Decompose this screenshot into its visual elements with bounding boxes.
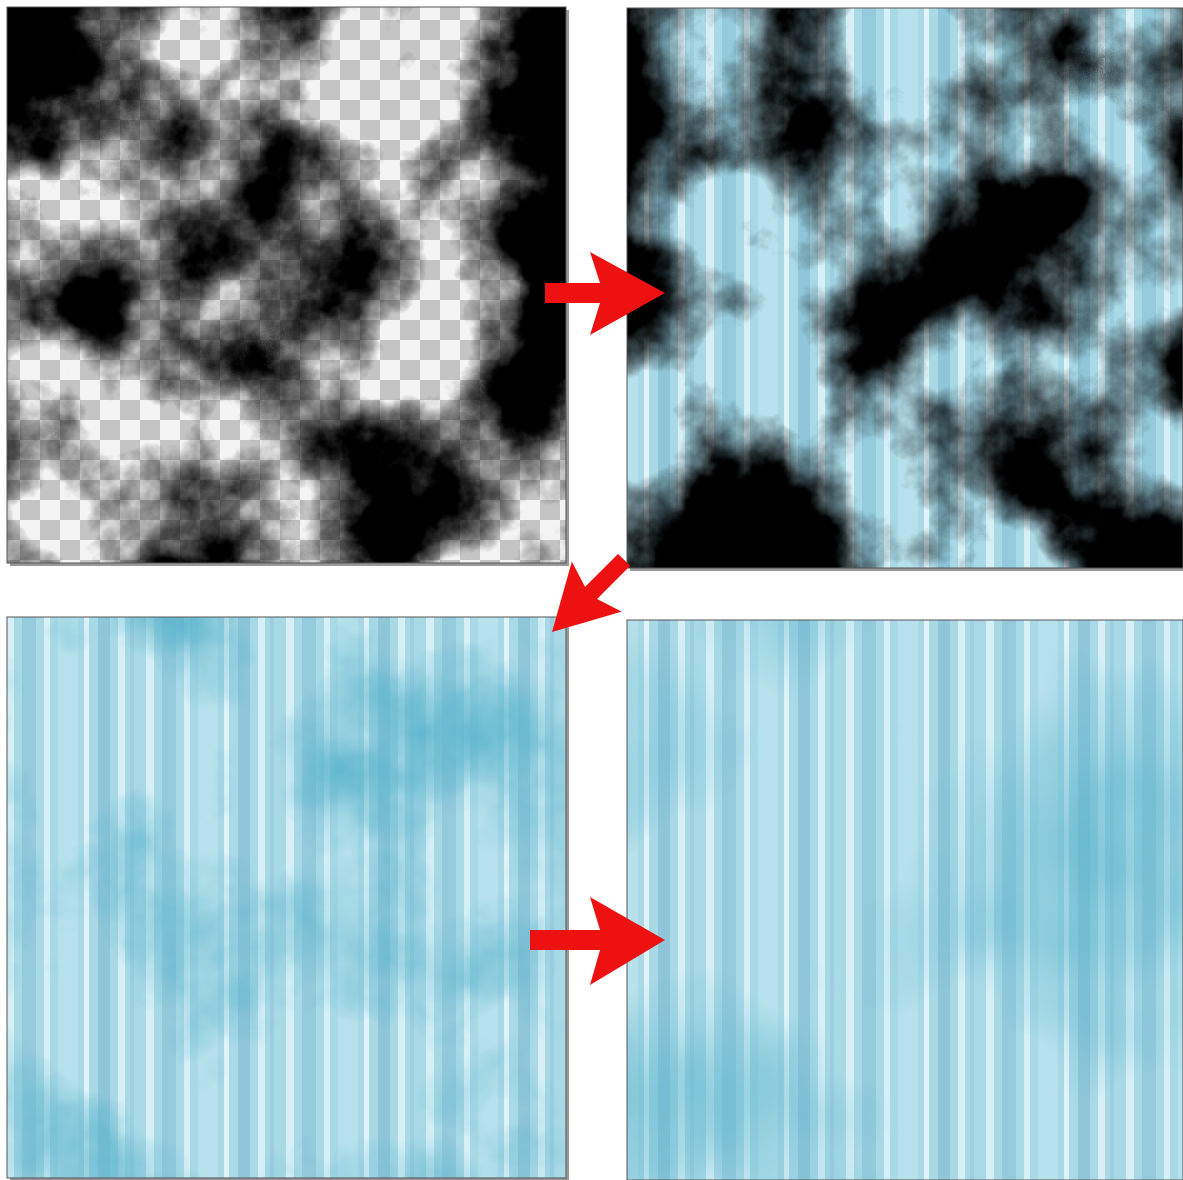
panel-stripes-blotched <box>6 616 569 1180</box>
arrow <box>545 252 665 335</box>
panel-clouds-on-stripes <box>626 7 1183 571</box>
frame <box>6 616 567 1179</box>
blotches <box>7 617 566 1178</box>
panel-stripes-soft <box>626 619 1183 1180</box>
soft-blotches <box>627 620 1183 1180</box>
arrow <box>530 897 665 985</box>
frame <box>626 619 1183 1180</box>
clouds <box>627 8 1183 568</box>
clouds <box>7 7 566 563</box>
arrow <box>552 553 631 632</box>
panel-clouds-transparent <box>6 6 569 566</box>
